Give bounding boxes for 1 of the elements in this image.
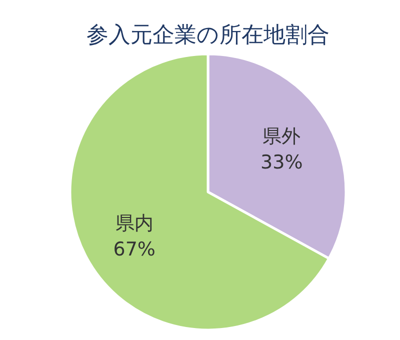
title: 参入元企業の所在地割合: [86, 23, 330, 48]
